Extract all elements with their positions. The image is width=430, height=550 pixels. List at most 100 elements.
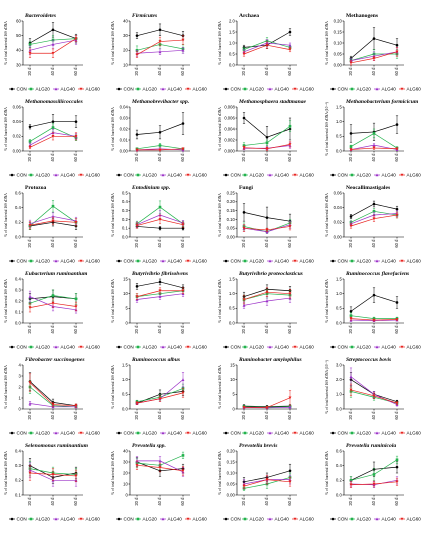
y-axis-label: % of total bacterial 16S rDNA (4, 279, 8, 323)
x-tick-label: 40 d (50, 153, 55, 162)
series-con (349, 200, 399, 219)
legend-marker (29, 259, 33, 263)
legend-label: ALG60 (86, 517, 101, 522)
y-tick-label: 0.1 (122, 226, 128, 231)
legend: CON ALG20 ALG40 ALG60 (223, 517, 314, 522)
panel-title: Prevotella ruminicola (346, 443, 396, 449)
x-tick-label: 20 d (134, 153, 139, 162)
legend-label: ALG60 (86, 259, 101, 264)
y-tick-label: 0.4 (15, 205, 21, 210)
legend-marker (10, 173, 14, 177)
legend-marker (350, 517, 354, 521)
data-point (372, 37, 376, 40)
data-point (181, 391, 185, 395)
y-axis-label: % of total bacterial 16S rDNA (111, 451, 115, 495)
x-tick-label: 40 d (157, 67, 162, 76)
data-point (265, 290, 269, 294)
legend-marker (224, 431, 228, 435)
x-tick-label: 60 d (180, 325, 185, 334)
legend-label: CON (338, 173, 348, 178)
data-point (349, 479, 353, 482)
panel-methanomassiliicoccales: Methanomassiliicoccales % of total bacter… (4, 99, 100, 178)
series-alg20 (242, 120, 292, 149)
data-point (372, 473, 376, 476)
legend-label: ALG60 (300, 431, 315, 436)
y-tick-label: 0.2 (122, 217, 128, 222)
panel-archaea: Archaea % of total bacterial 16S rDNA 0.0 0… (218, 13, 314, 92)
series-alg60 (135, 460, 185, 476)
x-tick-label: 20 d (348, 497, 353, 506)
data-point (158, 289, 162, 293)
data-point (158, 131, 162, 134)
data-point (265, 228, 269, 232)
legend-marker (268, 345, 272, 349)
y-tick-label: 1.5 (229, 276, 235, 281)
legend-marker (54, 173, 58, 177)
data-point (372, 202, 376, 206)
y-tick-label: 0.20 (227, 448, 236, 453)
legend-label: CON (231, 431, 241, 436)
legend-label: ALG20 (143, 431, 158, 436)
y-tick-label: 2.0 (336, 377, 342, 382)
y-axis-label: % of total bacterial 16S rDNA (111, 279, 115, 323)
data-point (158, 205, 162, 209)
x-tick-label: 40 d (264, 325, 269, 334)
legend-label: ALG20 (36, 517, 51, 522)
data-point (265, 216, 269, 219)
data-point (288, 43, 292, 47)
legend-label: ALG60 (86, 345, 101, 350)
data-point (349, 132, 353, 135)
legend-label: CON (124, 345, 134, 350)
x-tick-label: 20 d (348, 325, 353, 334)
series-con (349, 287, 399, 316)
x-tick-label: 20 d (134, 239, 139, 248)
y-tick-label: 3 (18, 373, 21, 378)
x-tick-label: 20 d (27, 325, 32, 334)
panel-title: Ruminococcus albus (131, 357, 180, 363)
data-point (395, 50, 399, 54)
legend-marker (293, 517, 297, 521)
x-tick-label: 40 d (157, 325, 162, 334)
legend-marker (10, 431, 14, 435)
legend-marker (224, 173, 228, 177)
y-tick-label: 40 (16, 48, 21, 53)
legend-label: CON (17, 517, 27, 522)
legend-label: ALG60 (300, 259, 315, 264)
legend-label: ALG20 (36, 345, 51, 350)
data-point (28, 306, 32, 310)
legend: CON ALG20 ALG40 ALG60 (330, 431, 421, 436)
legend-label: ALG40 (168, 431, 183, 436)
y-tick-label: 0 (125, 492, 128, 497)
y-tick-label: 20 (123, 48, 128, 53)
data-point (28, 471, 32, 475)
data-point (288, 143, 292, 146)
x-tick-label: 60 d (394, 411, 399, 420)
y-tick-label: 1.5 (336, 104, 342, 109)
data-point (242, 405, 246, 409)
legend-marker (331, 259, 335, 263)
series-con (135, 23, 185, 41)
legend-marker (161, 87, 165, 91)
x-tick-label: 60 d (180, 411, 185, 420)
y-tick-label: 5 (232, 392, 235, 397)
legend-label: ALG20 (143, 173, 158, 178)
legend-label: ALG20 (36, 87, 51, 92)
legend-marker (375, 173, 379, 177)
y-tick-label: 0.0 (336, 406, 342, 411)
data-point (395, 207, 399, 211)
legend-label: ALG60 (193, 259, 208, 264)
y-tick-label: 0.15 (334, 29, 343, 34)
data-point (51, 42, 55, 46)
data-point (395, 213, 399, 217)
data-point (288, 396, 292, 400)
data-point (288, 30, 292, 34)
legend-marker (268, 173, 272, 177)
panel-prevotella-spp-: Prevotella spp. % of total bacterial 16S … (111, 443, 207, 522)
y-tick-label: 0.002 (224, 137, 235, 142)
series-alg60 (135, 214, 185, 229)
legend-marker (331, 517, 335, 521)
y-axis-label: % of total bacterial 16S rDNA (325, 451, 329, 495)
y-tick-label: 0.10 (227, 470, 236, 475)
legend-marker (400, 259, 404, 263)
data-point (158, 28, 162, 32)
